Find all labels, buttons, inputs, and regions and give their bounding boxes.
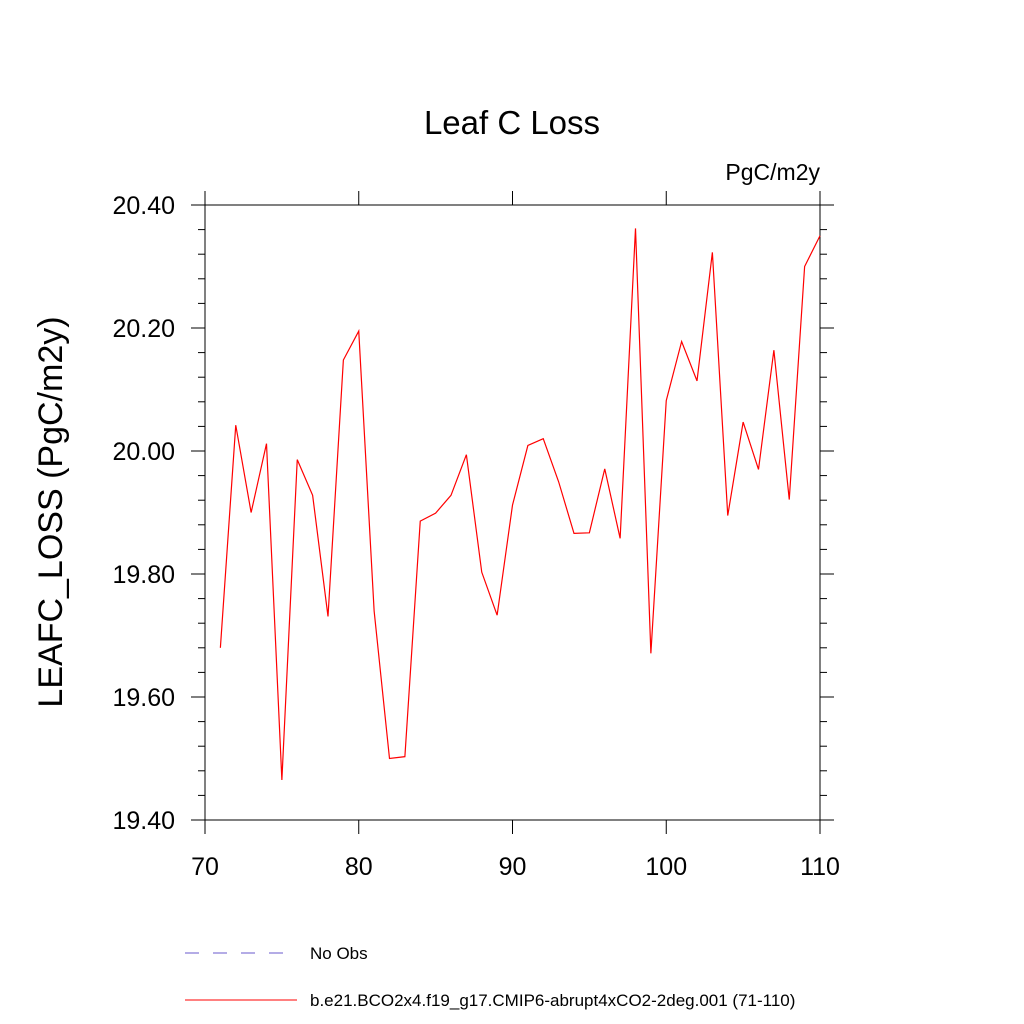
series-line	[219, 228, 821, 781]
y-tick-label: 19.40	[112, 807, 175, 835]
y-tick-label: 20.40	[112, 192, 175, 220]
tick-labels: 70 80 90 100 110 19.40 19.60 19.80 20.00 20.20 20.…	[112, 192, 839, 881]
x-tick-label: 90	[499, 853, 527, 881]
y-tick-label: 19.80	[112, 561, 175, 589]
y-tick-label: 20.00	[112, 438, 175, 466]
y-tick-label: 20.20	[112, 315, 175, 343]
x-tick-label: 80	[345, 853, 373, 881]
x-tick-label: 100	[645, 853, 687, 881]
legend-label-no-obs: No Obs	[310, 944, 368, 963]
units-label: PgC/m2y	[725, 159, 820, 185]
y-axis-label: LEAFC_LOSS (PgC/m2y)	[32, 316, 70, 707]
chart-title: Leaf C Loss	[424, 104, 600, 141]
x-tick-label: 110	[800, 853, 840, 881]
x-tick-label: 70	[191, 853, 219, 881]
y-tick-label: 19.60	[112, 684, 175, 712]
legend: No Obs b.e21.BCO2x4.f19_g17.CMIP6-abrupt…	[185, 944, 795, 1010]
axis-ticks	[191, 191, 834, 834]
series-group	[219, 228, 821, 781]
legend-label-model: b.e21.BCO2x4.f19_g17.CMIP6-abrupt4xCO2-2…	[310, 991, 795, 1010]
